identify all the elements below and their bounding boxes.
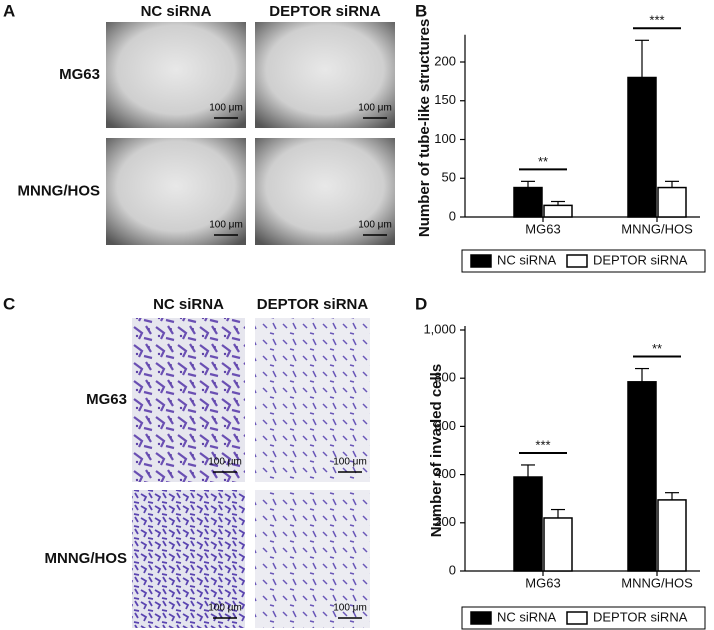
y-tick-label: 200 [434, 53, 456, 68]
y-tick-label: 100 [434, 131, 456, 146]
legend-box [461, 249, 706, 273]
scale-bar-label: 100 μm [209, 103, 243, 114]
x-tick-label: MNNG/HOS [621, 575, 693, 590]
column-label: DEPTOR siRNA [257, 296, 369, 313]
legend-label: DEPTOR siRNA [593, 252, 688, 267]
scale-bar-label: 100 μm [333, 457, 367, 468]
significance-label: *** [649, 13, 664, 28]
scale-bar-label: 100 μm [358, 103, 392, 114]
y-tick-label: 600 [434, 418, 456, 433]
bar [657, 186, 687, 218]
scale-bar-label: 100 μm [333, 603, 367, 614]
row-label: MNNG/HOS [18, 182, 101, 199]
scale-bar-label: 100 μm [209, 220, 243, 231]
x-tick-label: MG63 [525, 221, 560, 236]
y-tick-label: 200 [434, 514, 456, 529]
legend-box [461, 606, 706, 630]
bar [543, 204, 573, 218]
legend-swatch [566, 611, 588, 625]
micrograph [255, 138, 395, 245]
micrograph [132, 490, 245, 628]
row-label: MG63 [59, 66, 100, 83]
y-tick-label: 1,000 [423, 321, 456, 336]
micrograph [106, 22, 246, 128]
row-label: MNNG/HOS [45, 550, 128, 567]
micrographs [106, 22, 395, 628]
scale-bar-label: 100 μm [358, 220, 392, 231]
panel-letter: B [415, 1, 427, 20]
bar [513, 186, 543, 218]
panel-letter: D [415, 294, 427, 313]
legend-swatch [470, 611, 492, 625]
legend-swatch [566, 254, 588, 268]
column-label: DEPTOR siRNA [269, 3, 381, 20]
bar [627, 381, 657, 572]
y-tick-label: 0 [449, 562, 456, 577]
micrograph [132, 318, 245, 482]
scale-bar-label: 100 μm [208, 603, 242, 614]
significance-label: ** [538, 154, 548, 169]
y-tick-label: 0 [449, 208, 456, 223]
panel-letter: C [3, 294, 15, 313]
legend-label: NC siRNA [497, 609, 557, 624]
bar [657, 499, 687, 572]
significance-label: *** [535, 437, 550, 452]
y-tick-label: 400 [434, 466, 456, 481]
micrograph [255, 490, 370, 628]
y-tick-label: 150 [434, 92, 456, 107]
column-label: NC siRNA [153, 296, 224, 313]
micrograph [255, 318, 370, 482]
significance-label: ** [652, 341, 662, 356]
y-axis-label: Number of tube-like structures [416, 19, 433, 237]
scale-bar-label: 100 μm [208, 457, 242, 468]
x-tick-label: MNNG/HOS [621, 221, 693, 236]
x-tick-label: MG63 [525, 575, 560, 590]
legend-swatch [470, 254, 492, 268]
micrograph [106, 138, 246, 245]
column-label: NC siRNA [141, 3, 212, 20]
y-axis-label: Number of invaded cells [428, 364, 445, 537]
legend-label: DEPTOR siRNA [593, 609, 688, 624]
legend-label: NC siRNA [497, 252, 557, 267]
bar [513, 476, 543, 572]
bar [627, 76, 657, 218]
bar [543, 517, 573, 572]
y-tick-label: 800 [434, 370, 456, 385]
panel-letter: A [3, 1, 15, 20]
micrograph [255, 22, 395, 128]
y-tick-label: 50 [442, 170, 456, 185]
row-label: MG63 [86, 391, 127, 408]
